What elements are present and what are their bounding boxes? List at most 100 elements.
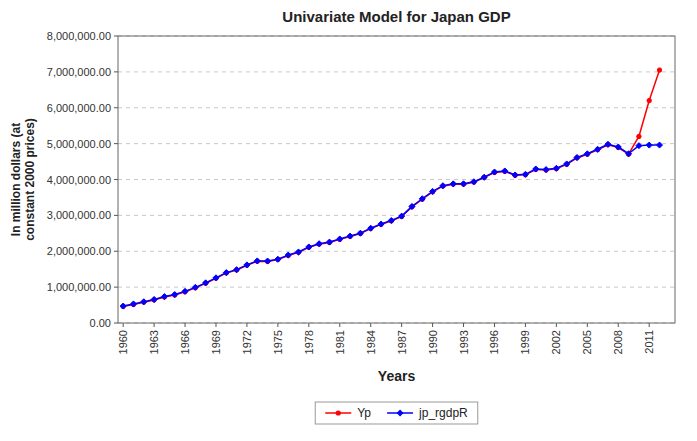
- grid-line: [118, 287, 675, 288]
- legend: Yp jp_rgdpR: [315, 402, 478, 424]
- point: [471, 179, 477, 185]
- legend-box: [315, 402, 478, 424]
- x-tick-label: 1960: [117, 330, 129, 354]
- x-tick-label: 1972: [241, 330, 253, 354]
- y-tick-label: 3,000,000.00: [47, 209, 111, 221]
- point: [564, 161, 570, 167]
- grid-line: [118, 179, 675, 180]
- x-tick-label: 1975: [272, 330, 284, 354]
- point: [337, 236, 343, 242]
- point: [626, 151, 632, 157]
- x-tick-label: 1990: [427, 330, 439, 354]
- chart: 0.00 1,000,000.00 2,000,000.00 3,000,000.00…: [0, 0, 697, 441]
- y-tick: [114, 287, 118, 288]
- point: [265, 258, 271, 264]
- x-tick: [246, 323, 247, 327]
- x-tick: [185, 323, 186, 327]
- point: [399, 213, 405, 219]
- point: [368, 225, 374, 231]
- point: [512, 172, 518, 178]
- y-tick-label: 7,000,000.00: [47, 66, 111, 78]
- point: [522, 171, 528, 177]
- point: [275, 256, 281, 262]
- y-tick: [114, 107, 118, 108]
- x-tick-label: 1978: [303, 330, 315, 354]
- point: [296, 249, 302, 255]
- point: [461, 181, 467, 187]
- point: [605, 141, 611, 147]
- point: [450, 181, 456, 187]
- legend-marker: [397, 410, 404, 417]
- title: Univariate Model for Japan GDP: [282, 8, 510, 25]
- legend-item: jp_rgdpR: [387, 406, 468, 420]
- y-tick-label: 2,000,000.00: [47, 245, 111, 257]
- point: [326, 239, 332, 245]
- grid-line: [118, 71, 675, 72]
- point: [316, 241, 322, 247]
- grid-line: [118, 215, 675, 216]
- point: [234, 267, 240, 273]
- point: [419, 196, 425, 202]
- x-tick-label: 1987: [396, 330, 408, 354]
- point: [553, 165, 559, 171]
- x-tick: [463, 323, 464, 327]
- x-tick-label: 2005: [581, 330, 593, 354]
- y-tick: [114, 143, 118, 144]
- point: [409, 203, 415, 209]
- x-tick: [494, 323, 495, 327]
- x-tick: [618, 323, 619, 327]
- point: [254, 258, 260, 264]
- x-tick: [277, 323, 278, 327]
- series: [120, 141, 662, 309]
- axes: 0.00 1,000,000.00 2,000,000.00 3,000,000.00…: [47, 30, 675, 354]
- y-tick-label: 4,000,000.00: [47, 174, 111, 186]
- grid-line: [118, 251, 675, 252]
- y-tick: [114, 179, 118, 180]
- y-tick-label: 1,000,000.00: [47, 281, 111, 293]
- x-tick-label: 1963: [148, 330, 160, 354]
- y-tick-label: 0.00: [90, 317, 111, 329]
- x-axis-label: Years: [378, 368, 416, 384]
- x-tick: [123, 323, 124, 327]
- point: [430, 188, 436, 194]
- point: [182, 288, 188, 294]
- point: [657, 142, 663, 148]
- point: [647, 98, 651, 102]
- point: [203, 280, 209, 286]
- y-tick: [114, 251, 118, 252]
- x-tick-label: 1966: [179, 330, 191, 354]
- x-tick: [556, 323, 557, 327]
- x-tick: [525, 323, 526, 327]
- point: [584, 151, 590, 157]
- legend-marker: [336, 410, 341, 415]
- point: [172, 292, 178, 298]
- point: [347, 233, 353, 239]
- x-tick-label: 1981: [334, 330, 346, 354]
- series: [121, 68, 662, 309]
- series-line: [123, 144, 659, 306]
- x-tick-label: 2011: [643, 330, 655, 354]
- point: [481, 174, 487, 180]
- point: [120, 303, 126, 309]
- point: [223, 270, 229, 276]
- grid-line: [118, 107, 675, 108]
- x-tick: [308, 323, 309, 327]
- legend-label: Yp: [357, 406, 371, 420]
- series-line: [123, 70, 659, 306]
- x-tick-label: 1969: [210, 330, 222, 354]
- point: [192, 284, 198, 290]
- legend-item: Yp: [325, 406, 371, 420]
- point: [130, 301, 136, 307]
- x-tick: [432, 323, 433, 327]
- plot-frame: [118, 36, 675, 323]
- x-tick: [401, 323, 402, 327]
- point: [378, 221, 384, 227]
- y-axis-label: In million dollars (atconstant 2000 pric…: [9, 118, 37, 241]
- point: [533, 166, 539, 172]
- legend-label: jp_rgdpR: [418, 406, 468, 420]
- point: [161, 294, 167, 300]
- point: [357, 230, 363, 236]
- point: [491, 169, 497, 175]
- x-tick-label: 2008: [612, 330, 624, 354]
- y-tick: [114, 71, 118, 72]
